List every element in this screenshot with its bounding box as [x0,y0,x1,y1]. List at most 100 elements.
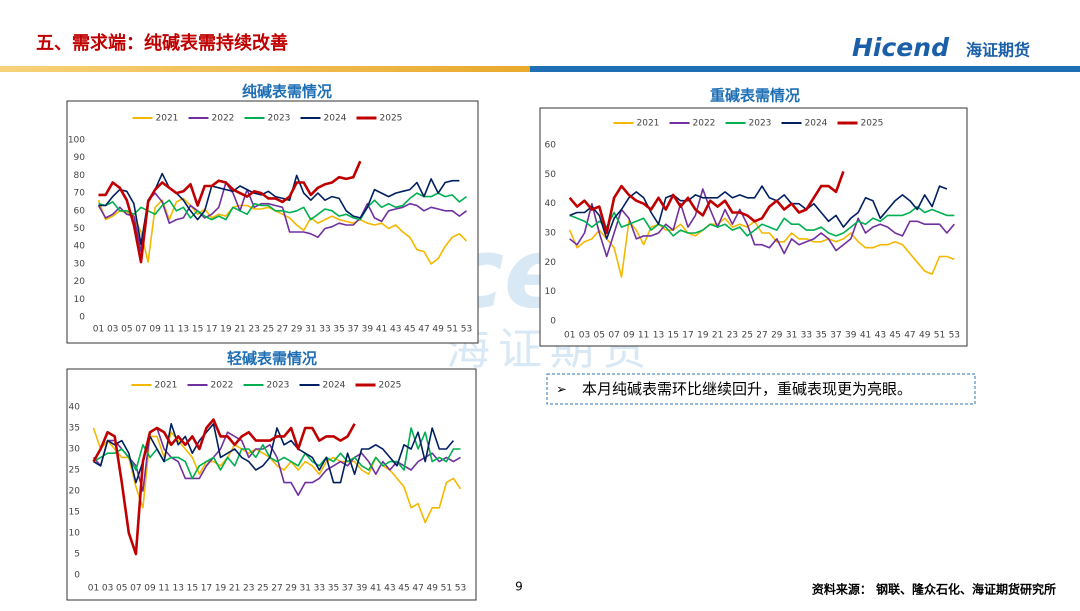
x-tick-label: 53 [461,325,472,335]
x-tick-label: 07 [608,331,619,341]
logo-cn: 海证期货 [966,41,1030,60]
x-tick-label: 13 [172,584,183,594]
x-tick-label: 25 [263,325,274,335]
logo: Hicend [852,33,950,62]
x-tick-label: 21 [712,331,723,341]
slide-title: 五、需求端：纯碱表需持续改善 [36,32,288,54]
series-line [568,170,845,235]
legend-label: 2024 [323,381,346,391]
legend-label: 2021 [637,119,660,129]
y-tick-label: 90 [74,153,86,163]
y-tick-label: 40 [69,403,81,413]
y-tick-label: 0 [550,317,556,327]
legend-label: 2021 [155,381,178,391]
x-tick-label: 25 [741,331,752,341]
legend-label: 2023 [267,381,290,391]
series-line [569,185,948,240]
x-tick-label: 11 [164,325,175,335]
x-tick-label: 33 [314,584,325,594]
x-tick-label: 53 [949,331,960,341]
x-tick-label: 51 [441,584,452,594]
series-line [93,423,455,484]
chart-frame [66,100,479,344]
x-tick-label: 19 [220,325,232,335]
x-tick-label: 43 [384,584,395,594]
series-line [97,181,467,253]
page-number: 9 [515,580,523,594]
x-tick-label: 19 [697,331,709,341]
x-tick-label: 41 [860,331,871,341]
x-tick-label: 49 [427,584,439,594]
legend-label: 2023 [749,119,772,129]
x-tick-label: 29 [771,331,783,341]
x-tick-label: 37 [342,584,353,594]
y-tick-label: 30 [69,445,81,455]
y-tick-label: 30 [74,259,86,269]
x-tick-label: 23 [727,331,738,341]
chart-title: 纯碱表需情况 [242,83,332,101]
x-tick-label: 23 [243,584,254,594]
legend-label: 2024 [805,119,828,129]
legend-label: 2021 [156,114,179,124]
x-tick-label: 05 [121,325,132,335]
y-tick-label: 15 [69,508,80,518]
x-tick-label: 43 [875,331,886,341]
series-line [569,205,955,237]
y-tick-label: 10 [69,529,81,539]
legend-label: 2023 [268,114,291,124]
y-tick-label: 0 [74,571,80,581]
series-line [568,217,955,278]
y-tick-label: 20 [545,258,557,268]
x-tick-label: 03 [579,331,590,341]
series-line [569,188,955,258]
x-tick-label: 15 [192,325,203,335]
series-line [98,160,362,264]
legend-label: 2025 [380,114,403,124]
legend-label: 2025 [861,119,884,129]
y-tick-label: 70 [74,189,86,199]
chart-title: 重碱表需情况 [710,87,800,105]
x-tick-label: 01 [564,331,575,341]
x-tick-label: 13 [178,325,189,335]
x-tick-label: 13 [653,331,664,341]
x-tick-label: 49 [919,331,931,341]
x-tick-label: 39 [845,331,857,341]
x-tick-label: 37 [348,325,359,335]
x-tick-label: 33 [801,331,812,341]
x-tick-label: 35 [815,331,826,341]
x-tick-label: 49 [432,325,444,335]
x-tick-label: 45 [889,331,900,341]
x-tick-label: 07 [135,325,146,335]
y-tick-label: 10 [74,295,86,305]
x-tick-label: 43 [390,325,401,335]
x-tick-label: 25 [257,584,268,594]
x-tick-label: 17 [201,584,212,594]
x-tick-label: 03 [102,584,113,594]
x-tick-label: 15 [187,584,198,594]
y-tick-label: 10 [545,287,557,297]
x-tick-label: 27 [271,584,282,594]
bullet-box [546,373,976,405]
x-tick-label: 19 [215,584,227,594]
chart-frame [66,368,477,601]
x-tick-label: 35 [328,584,339,594]
x-tick-label: 33 [319,325,330,335]
x-tick-label: 47 [412,584,423,594]
bullet-text: 本月纯碱表需环比继续回升，重碱表现更为亮眼。 [582,380,912,398]
x-tick-label: 11 [158,584,169,594]
x-tick-label: 09 [149,325,161,335]
y-tick-label: 40 [74,242,86,252]
series-line [92,427,462,524]
x-tick-label: 53 [455,584,466,594]
x-tick-label: 29 [285,584,297,594]
x-tick-label: 37 [830,331,841,341]
x-tick-label: 03 [107,325,118,335]
x-tick-label: 05 [116,584,127,594]
y-tick-label: 50 [74,224,86,234]
x-tick-label: 29 [291,325,303,335]
x-tick-label: 17 [206,325,217,335]
x-tick-label: 31 [299,584,310,594]
x-tick-label: 21 [229,584,240,594]
x-tick-label: 31 [786,331,797,341]
